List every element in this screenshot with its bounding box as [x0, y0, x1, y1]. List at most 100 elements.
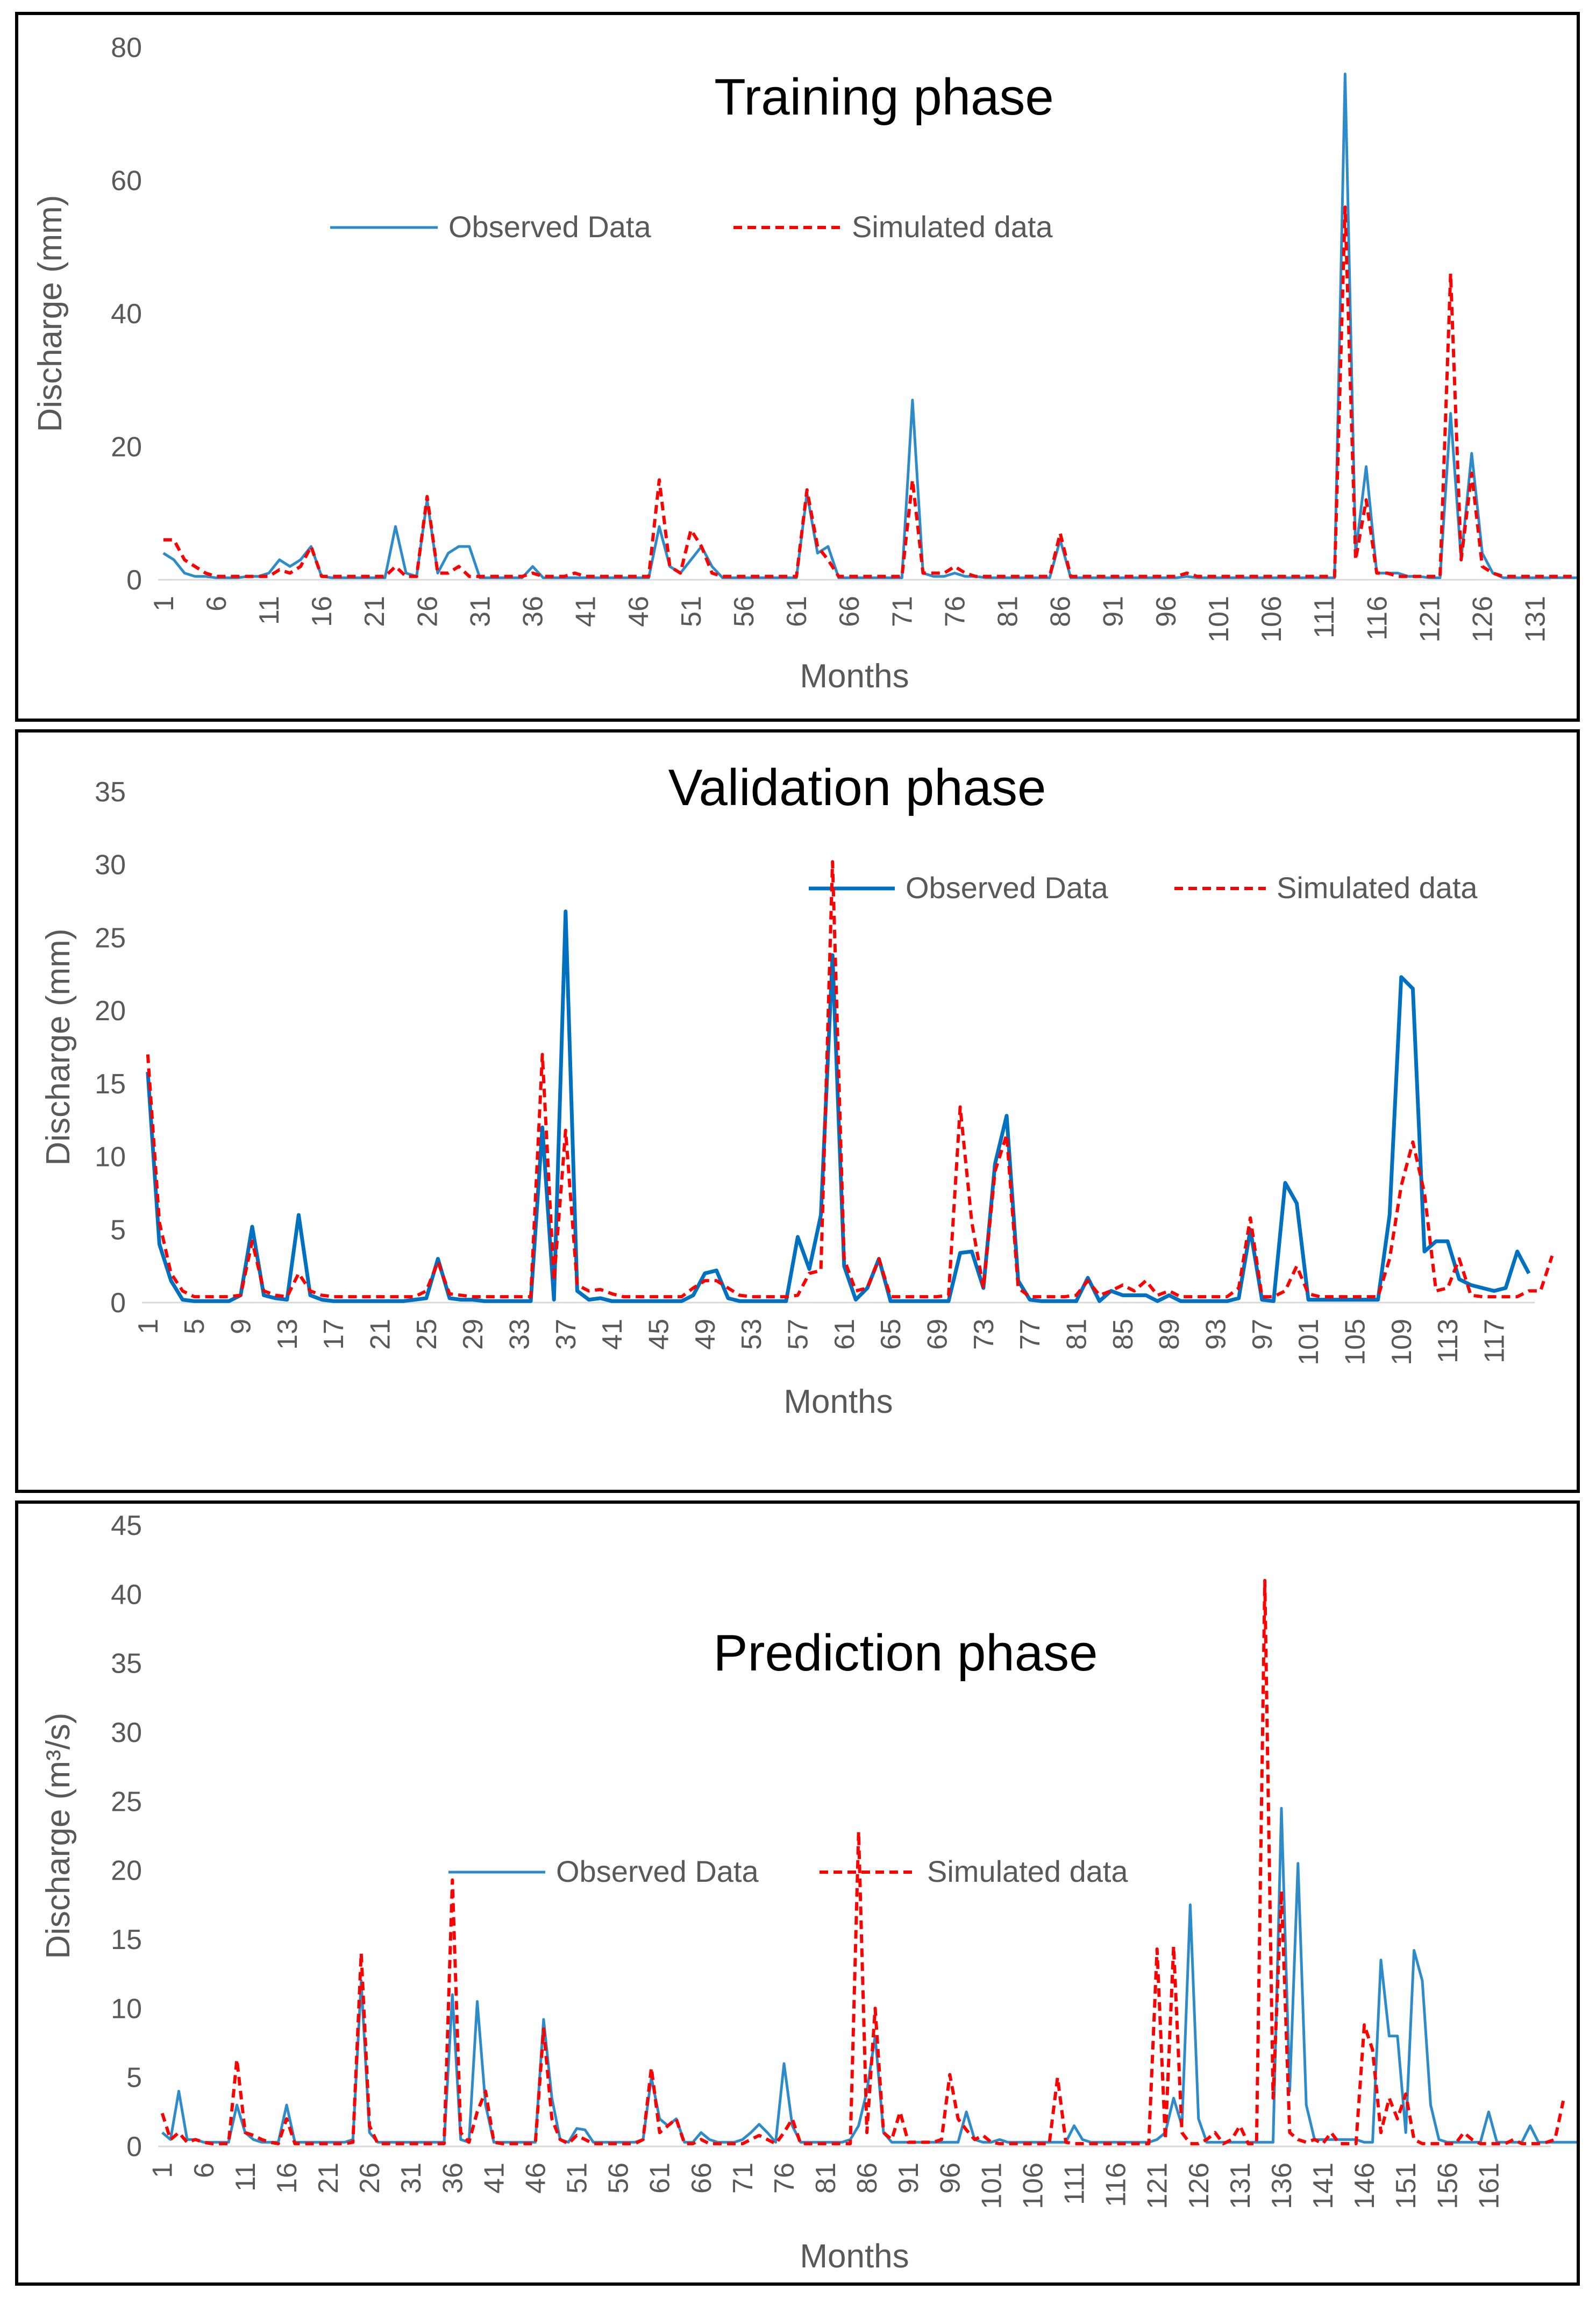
x-tick-label: 21	[359, 596, 390, 627]
x-tick-label: 26	[354, 2163, 386, 2194]
x-tick-label: 33	[504, 1319, 535, 1350]
y-tick-label: 15	[111, 1924, 142, 1955]
x-tick-label: 86	[852, 2163, 883, 2194]
x-tick-label: 106	[1256, 596, 1287, 643]
y-tick-label: 0	[126, 565, 142, 596]
x-tick-label: 91	[1098, 596, 1129, 627]
x-tick-label: 31	[465, 596, 496, 627]
y-tick-label: 5	[126, 2063, 142, 2094]
x-tick-label: 56	[603, 2163, 635, 2194]
y-axis-title: Discharge (mm)	[40, 929, 77, 1166]
x-tick-label: 96	[1151, 596, 1182, 627]
x-tick-label: 11	[254, 596, 285, 625]
x-tick-label: 111	[1059, 2163, 1091, 2205]
x-tick-label: 66	[686, 2163, 717, 2194]
x-tick-label: 65	[875, 1319, 907, 1350]
x-tick-label: 46	[623, 596, 654, 627]
x-tick-label: 101	[976, 2163, 1007, 2209]
x-tick-label: 49	[690, 1319, 721, 1350]
y-tick-label: 25	[111, 1786, 142, 1817]
y-tick-label: 40	[111, 1579, 142, 1610]
x-tick-label: 126	[1467, 596, 1498, 643]
x-tick-label: 6	[201, 596, 232, 611]
x-tick-label: 6	[189, 2163, 220, 2178]
y-tick-label: 0	[110, 1288, 126, 1319]
legend-label-observed: Observed Data	[556, 1854, 759, 1888]
x-tick-label: 29	[458, 1319, 489, 1350]
x-tick-label: 96	[935, 2163, 966, 2194]
y-tick-label: 15	[95, 1069, 126, 1100]
x-tick-label: 1	[133, 1319, 164, 1334]
x-tick-label: 116	[1362, 596, 1393, 641]
x-tick-label: 41	[479, 2163, 510, 2194]
x-tick-label: 61	[829, 1319, 860, 1350]
y-tick-label: 60	[111, 166, 142, 197]
x-tick-label: 136	[1266, 2163, 1298, 2209]
chart-title: Training phase	[714, 68, 1054, 126]
x-tick-label: 121	[1142, 2163, 1173, 2209]
y-tick-label: 30	[111, 1717, 142, 1748]
x-tick-label: 93	[1200, 1319, 1231, 1350]
x-tick-label: 81	[810, 2163, 842, 2194]
x-tick-label: 1	[148, 596, 180, 611]
y-axis-title: Discharge (m³/s)	[40, 1712, 77, 1959]
legend-label-observed: Observed Data	[448, 210, 651, 244]
x-tick-label: 131	[1520, 596, 1551, 643]
x-tick-label: 71	[728, 2163, 759, 2194]
y-tick-label: 25	[95, 922, 126, 954]
x-tick-label: 117	[1479, 1319, 1510, 1363]
x-tick-label: 16	[272, 2163, 303, 2194]
chart-title: Prediction phase	[713, 1624, 1098, 1682]
x-tick-label: 131	[1225, 2163, 1256, 2209]
chart-title: Validation phase	[668, 759, 1046, 816]
x-tick-label: 45	[643, 1319, 674, 1350]
x-tick-label: 113	[1433, 1319, 1464, 1363]
x-axis-title: Months	[783, 1383, 893, 1420]
x-tick-label: 89	[1154, 1319, 1185, 1350]
x-tick-label: 41	[597, 1319, 628, 1350]
x-tick-label: 26	[412, 596, 443, 627]
series-line-simulated	[163, 205, 1577, 578]
x-axis-title: Months	[800, 658, 909, 695]
x-tick-label: 81	[993, 596, 1024, 627]
y-tick-label: 10	[111, 1993, 142, 2024]
y-tick-label: 20	[111, 1855, 142, 1887]
x-tick-label: 77	[1015, 1319, 1046, 1350]
x-tick-label: 86	[1045, 596, 1077, 627]
x-tick-label: 56	[729, 596, 760, 627]
series-line-observed	[146, 909, 1531, 1303]
x-axis-title: Months	[800, 2238, 909, 2275]
x-tick-label: 16	[307, 596, 338, 627]
x-tick-label: 91	[893, 2163, 924, 2194]
series-line-simulated	[146, 860, 1554, 1299]
x-tick-label: 101	[1293, 1319, 1324, 1366]
x-tick-label: 41	[571, 596, 602, 627]
y-tick-label: 10	[95, 1142, 126, 1173]
x-tick-label: 46	[520, 2163, 551, 2194]
x-tick-label: 11	[230, 2163, 261, 2192]
x-tick-label: 76	[939, 596, 971, 627]
y-tick-label: 45	[111, 1510, 142, 1541]
x-tick-label: 81	[1061, 1319, 1092, 1350]
x-tick-label: 97	[1247, 1319, 1278, 1350]
y-tick-label: 80	[111, 32, 142, 63]
x-tick-label: 146	[1349, 2163, 1380, 2209]
x-tick-label: 111	[1309, 596, 1340, 638]
x-tick-label: 66	[834, 596, 865, 627]
x-tick-label: 105	[1340, 1319, 1371, 1366]
x-tick-label: 161	[1473, 2163, 1505, 2209]
validation-phase-panel: Validation phase 0 5 10 15 20 25 30 35 1 5 9 13 17 21 2…	[15, 729, 1580, 1493]
y-tick-label: 40	[111, 298, 142, 330]
x-tick-label: 85	[1108, 1319, 1139, 1350]
x-tick-label: 17	[318, 1319, 350, 1350]
y-tick-label: 35	[111, 1648, 142, 1680]
x-tick-label: 21	[365, 1319, 396, 1350]
x-tick-label: 156	[1432, 2163, 1463, 2209]
x-tick-label: 21	[313, 2163, 344, 2194]
x-tick-label: 5	[179, 1319, 210, 1334]
x-tick-label: 51	[676, 596, 707, 627]
x-tick-label: 76	[769, 2163, 800, 2194]
